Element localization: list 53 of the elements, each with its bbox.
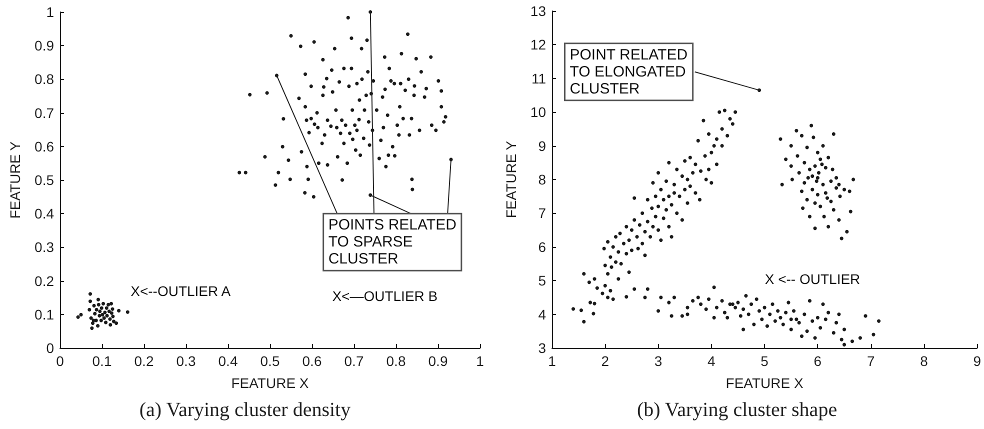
x-tick-label: 4 <box>708 353 716 369</box>
x-axis-title: FEATURE X <box>231 375 310 391</box>
y-axis-title: FEATURE Y <box>503 140 519 218</box>
x-tick-label: 6 <box>814 353 822 369</box>
x-tick-label: 8 <box>920 353 928 369</box>
y-tick-label: 13 <box>530 3 546 19</box>
y-tick-label: 11 <box>531 70 546 86</box>
x-tick-label: 2 <box>601 353 610 369</box>
x-tick-label: 0.2 <box>134 353 154 369</box>
x-axis-title: FEATURE X <box>726 375 804 391</box>
x-tick-label: 9 <box>973 353 982 369</box>
x-tick-label: 0.3 <box>176 353 196 369</box>
y-tick-label: 5 <box>538 272 546 289</box>
y-tick-label: 0.3 <box>34 239 54 256</box>
text: (a) Varying cluster density <box>139 399 351 421</box>
y-tick-label: 0.5 <box>34 172 54 188</box>
y-tick-label: 12 <box>530 36 546 53</box>
annotation: X<—OUTLIER B <box>332 288 438 304</box>
x-tick-label: 0.8 <box>386 353 406 369</box>
y-tick-label: 0.8 <box>34 71 54 88</box>
x-tick-label: 3 <box>654 353 662 369</box>
x-tick-label: 0.9 <box>428 353 448 369</box>
y-tick-label: 0.1 <box>34 306 54 322</box>
x-tick-label: 1 <box>548 353 556 369</box>
annotation: POINTS RELATED TO SPARSE CLUSTER <box>328 216 457 268</box>
y-tick-label: 0.4 <box>34 206 54 222</box>
y-tick-label: 7 <box>538 205 546 222</box>
y-tick-label: 0.6 <box>34 138 54 154</box>
x-tick-label: 1 <box>476 353 484 369</box>
x-tick-label: 0.4 <box>218 353 238 369</box>
y-tick-label: 0.2 <box>34 272 54 289</box>
x-tick-label: 5 <box>760 353 769 369</box>
y-tick-label: 3 <box>538 340 546 356</box>
y-tick-label: 8 <box>538 172 546 188</box>
y-tick-label: 6 <box>538 238 546 255</box>
text: (b) Varying cluster shape <box>636 399 838 421</box>
x-tick-label: 0.7 <box>344 353 364 369</box>
y-tick-label: 9 <box>538 138 546 154</box>
x-tick-label: 0.5 <box>260 353 280 369</box>
x-tick-label: 0.6 <box>302 353 322 369</box>
x-tick-label: 0.1 <box>92 353 112 369</box>
x-tick-label: 7 <box>866 353 875 369</box>
y-tick-label: 0.9 <box>34 38 54 54</box>
y-axis-title: FEATURE Y <box>7 140 23 219</box>
x-tick-label: 0 <box>56 353 64 369</box>
y-tick-label: 4 <box>538 306 546 322</box>
y-tick-label: 1 <box>46 4 54 20</box>
annotation: POINT RELATED TO ELONGATED CLUSTER <box>570 46 688 98</box>
y-tick-label: 0.7 <box>34 104 54 121</box>
y-tick-label: 10 <box>530 104 546 120</box>
annotation: X<--OUTLIER A <box>130 282 232 299</box>
annotation: X <-- OUTLIER <box>764 270 860 287</box>
y-tick-label: 0 <box>46 340 54 356</box>
